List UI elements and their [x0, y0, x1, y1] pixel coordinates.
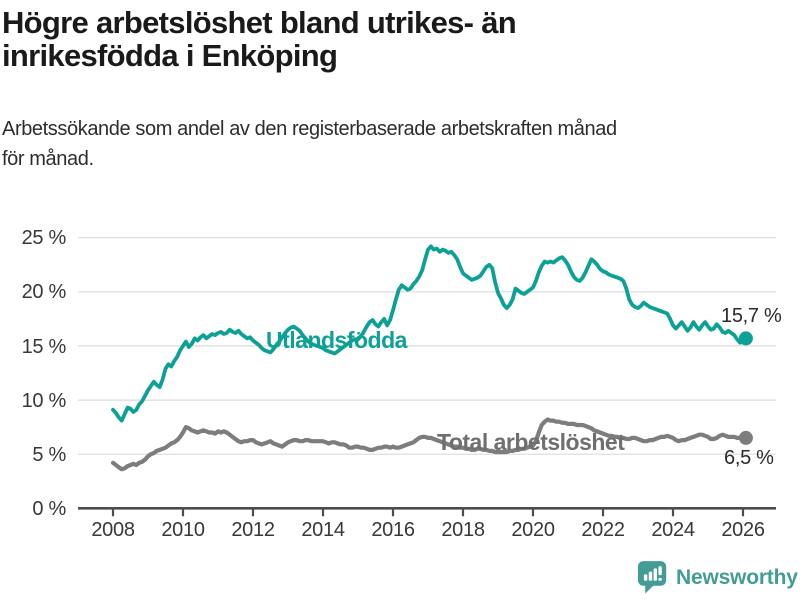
series-end-dot-total-arbetsloshet: [738, 430, 753, 445]
x-tick-label-2018: 2018: [441, 519, 484, 541]
y-tick-label-20: 20 %: [22, 281, 67, 303]
brand-name: Newsworthy: [676, 566, 798, 589]
x-tick-label-2012: 2012: [231, 519, 274, 541]
subtitle-line-1: Arbetssökande som andel av den registerb…: [2, 118, 617, 140]
gridlines: [78, 237, 776, 455]
title-line-2: inrikesfödda i Enköping: [2, 38, 338, 73]
series-label-utlandsfodda: Utlandsfödda: [266, 327, 408, 353]
series-label-total-arbetsloshet: Total arbetslöshet: [437, 429, 625, 455]
series-group: [110, 244, 753, 472]
series-line-utlandsfodda: [111, 244, 748, 423]
y-tick-label-5: 5 %: [32, 444, 66, 466]
y-tick-label-15: 15 %: [22, 336, 67, 358]
end-value-label-utlandsfodda: 15,7 %: [721, 305, 782, 327]
y-axis-labels: 0 % 5 % 10 % 15 % 20 % 25 %: [22, 227, 67, 520]
chart-subtitle: Arbetssökande som andel av den registerb…: [2, 114, 792, 174]
y-tick-label-25: 25 %: [22, 227, 67, 249]
newsworthy-logo-icon: [637, 561, 667, 594]
x-tick-label-2022: 2022: [581, 519, 624, 541]
x-axis: [78, 506, 776, 517]
header: Högre arbetslöshet bland utrikes- än inr…: [2, 6, 782, 72]
x-tick-label-2010: 2010: [161, 519, 204, 541]
series-line-total-arbetsloshet: [110, 417, 749, 472]
subtitle-line-2: för månad.: [2, 148, 94, 170]
chart-title: Högre arbetslöshet bland utrikes- än inr…: [2, 6, 782, 72]
y-tick-label-0: 0 %: [32, 498, 66, 520]
x-tick-label-2008: 2008: [91, 519, 134, 541]
x-tick-label-2026: 2026: [721, 519, 764, 541]
series-end-dot-utlandsfodda: [738, 331, 753, 346]
x-tick-label-2024: 2024: [651, 519, 694, 541]
x-tick-label-2020: 2020: [511, 519, 554, 541]
x-tick-label-2016: 2016: [371, 519, 414, 541]
brand-footer: Newsworthy: [637, 560, 798, 596]
x-axis-labels: 2008 2010 2012 2014 2016 2018 2020 2022 …: [91, 519, 765, 541]
x-tick-label-2014: 2014: [301, 519, 344, 541]
end-value-label-total-arbetsloshet: 6,5 %: [724, 447, 774, 469]
y-tick-label-10: 10 %: [22, 390, 67, 412]
title-line-1: Högre arbetslöshet bland utrikes- än: [2, 5, 517, 40]
